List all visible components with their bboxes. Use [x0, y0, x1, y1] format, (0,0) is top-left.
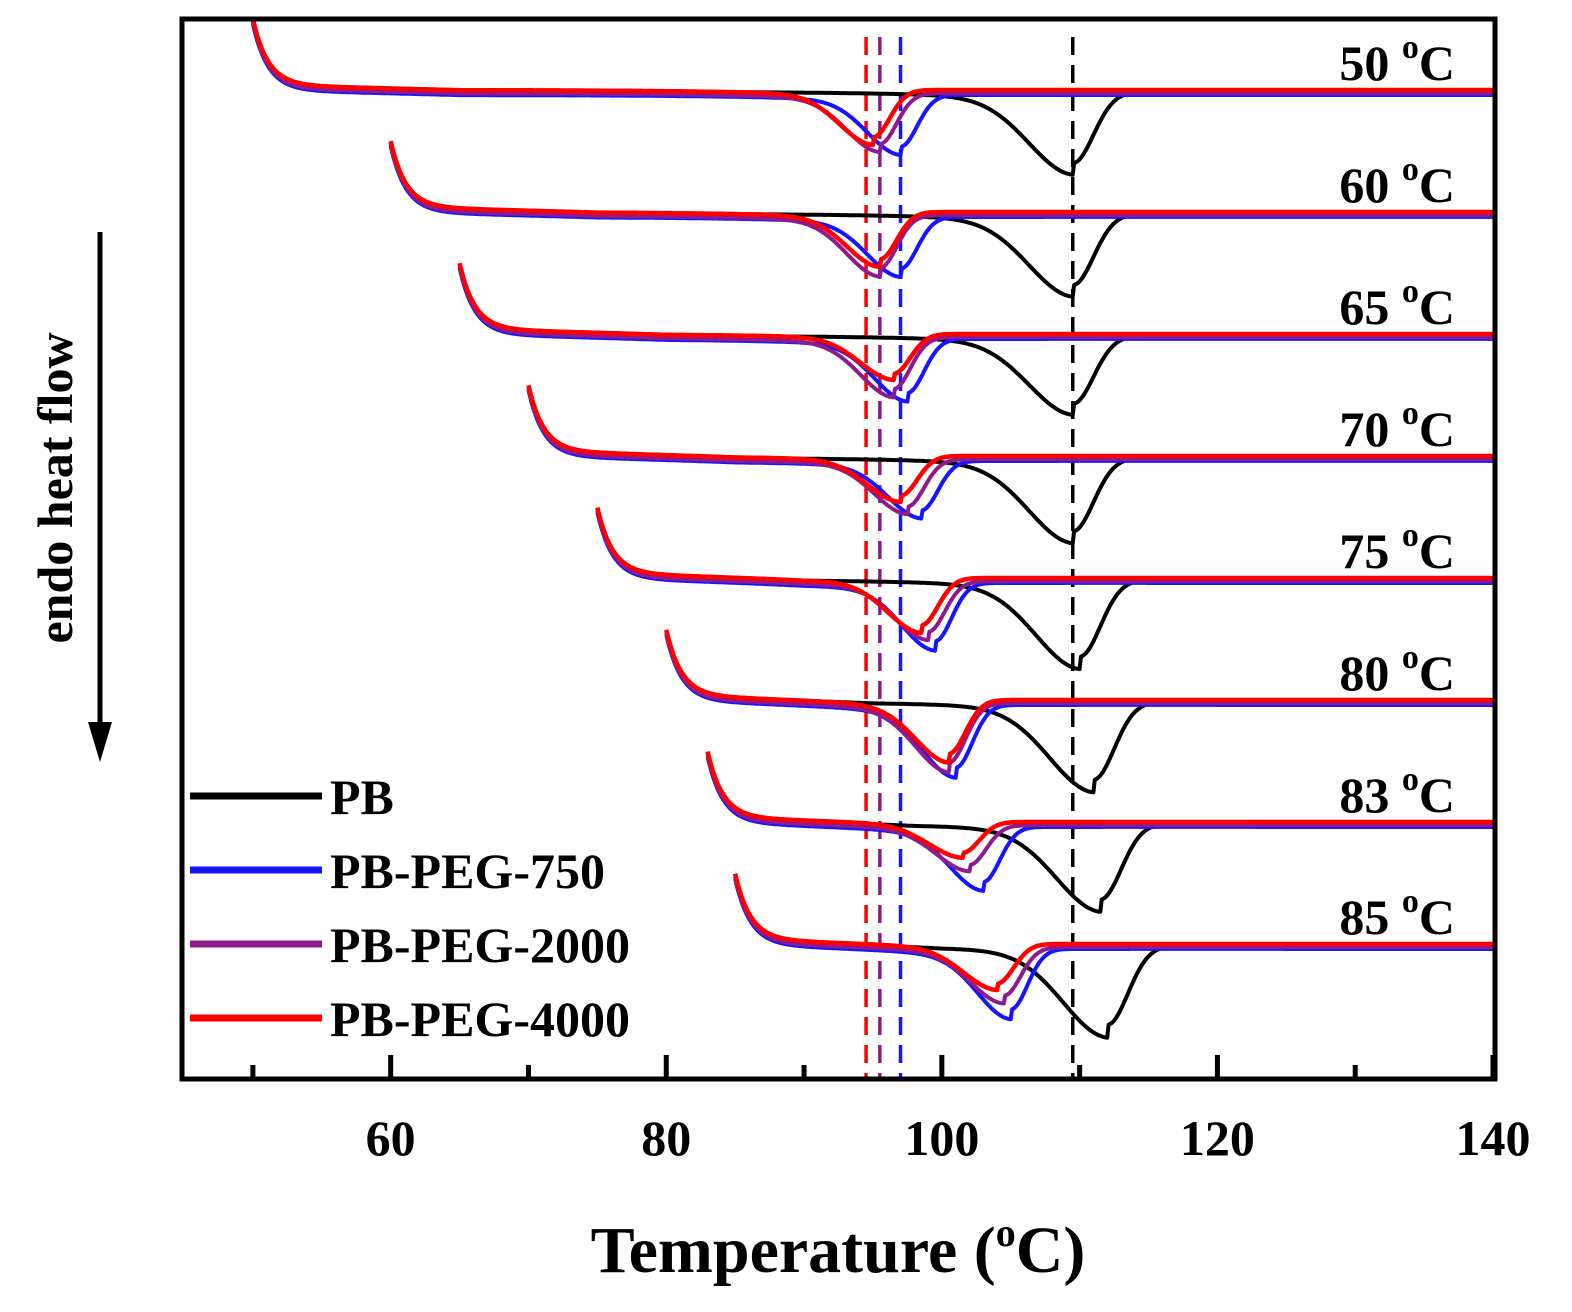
curve-set-label-65: 65 oC	[1339, 273, 1455, 335]
legend: PB PB-PEG-750 PB-PEG-2000 PB-PEG-4000	[190, 769, 630, 1047]
curve-pb-peg-2000-83	[705, 754, 1494, 874]
y-axis-title: endo heat flow	[27, 332, 83, 643]
curve-set-label-80: 80 oC	[1339, 639, 1455, 701]
legend-label-pb-peg-2000: PB-PEG-2000	[330, 917, 630, 973]
x-tick-label-120: 120	[1180, 1110, 1255, 1166]
curve-pb-peg-2000-50	[250, 21, 1494, 155]
down-arrow	[88, 232, 112, 762]
curve-pb-peg-4000-65	[457, 262, 1494, 383]
curve-pb-peg-4000-60	[388, 140, 1494, 270]
legend-label-pb-peg-750: PB-PEG-750	[330, 843, 605, 899]
curve-pb-peg-4000-50	[250, 18, 1494, 148]
plot-area: 50 oC 60 oC 65 oC 70 oC 75 oC 80 oC 83 oC 85 oC	[250, 18, 1494, 1077]
curve-set-label-85: 85 oC	[1339, 883, 1455, 945]
curve-pb-peg-4000-83	[705, 750, 1494, 861]
x-tick-label-140: 140	[1456, 1110, 1531, 1166]
x-tick-label-80: 80	[641, 1110, 691, 1166]
curve-pb-peg-2000-65	[457, 266, 1494, 400]
curve-pb-peg-4000-80	[664, 629, 1494, 765]
x-axis-title: Temperature (oC)	[591, 1210, 1086, 1287]
curve-pb-peg-2000-70	[526, 388, 1494, 517]
curve-set-label-70: 70 oC	[1339, 395, 1455, 457]
curve-pb-peg-4000-85	[733, 873, 1494, 993]
x-axis: 60 80 100 120 140	[250, 1055, 1531, 1166]
curve-set-label-60: 60 oC	[1339, 151, 1455, 213]
curve-set-label-75: 75 oC	[1339, 517, 1455, 579]
curve-pb-peg-2000-80	[664, 632, 1494, 775]
x-tick-label-100: 100	[904, 1110, 979, 1166]
legend-label-pb-peg-4000: PB-PEG-4000	[330, 991, 630, 1047]
curve-pb-peg-2000-75	[595, 510, 1494, 643]
curve-set-label-50: 50 oC	[1339, 29, 1455, 91]
curve-pb-peg-4000-75	[595, 506, 1494, 636]
x-tick-label-60: 60	[366, 1110, 416, 1166]
curve-pb-peg-2000-60	[388, 144, 1494, 279]
curve-pb-peg-4000-70	[526, 384, 1494, 505]
plot-frame	[179, 16, 1498, 1082]
curve-set-label-83: 83 oC	[1339, 761, 1455, 823]
curve-pb-peg-2000-85	[733, 876, 1494, 1006]
legend-label-pb: PB	[330, 769, 394, 825]
